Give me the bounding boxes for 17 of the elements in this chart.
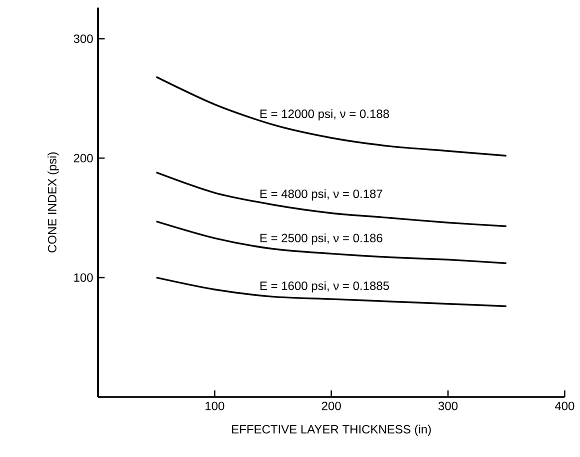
x-tick-label: 200 <box>322 402 341 410</box>
y-tick-label: 300 <box>74 34 93 43</box>
y-tick-label: 100 <box>74 273 93 282</box>
x-tick-label: 100 <box>206 402 224 410</box>
series-label: E = 4800 psi, ν = 0.187 <box>260 189 382 200</box>
series-label: E = 2500 psi, ν = 0.186 <box>260 233 382 245</box>
line-series <box>155 220 508 264</box>
series-label: E = 1600 psi, ν = 0.1885 <box>260 281 390 292</box>
x-tick-label: 300 <box>438 402 458 410</box>
y-axis-title: CONE INDEX (psi) <box>48 152 59 252</box>
line-series <box>155 76 508 157</box>
line-series <box>155 172 508 228</box>
series-label: E = 12000 psi, ν = 0.188 <box>260 109 389 120</box>
y-tick-label: 200 <box>74 154 93 162</box>
x-axis-title: EFFECTIVE LAYER THICKNESS (in) <box>232 424 431 436</box>
line-series <box>155 276 508 308</box>
x-tick-label: 400 <box>554 402 574 410</box>
